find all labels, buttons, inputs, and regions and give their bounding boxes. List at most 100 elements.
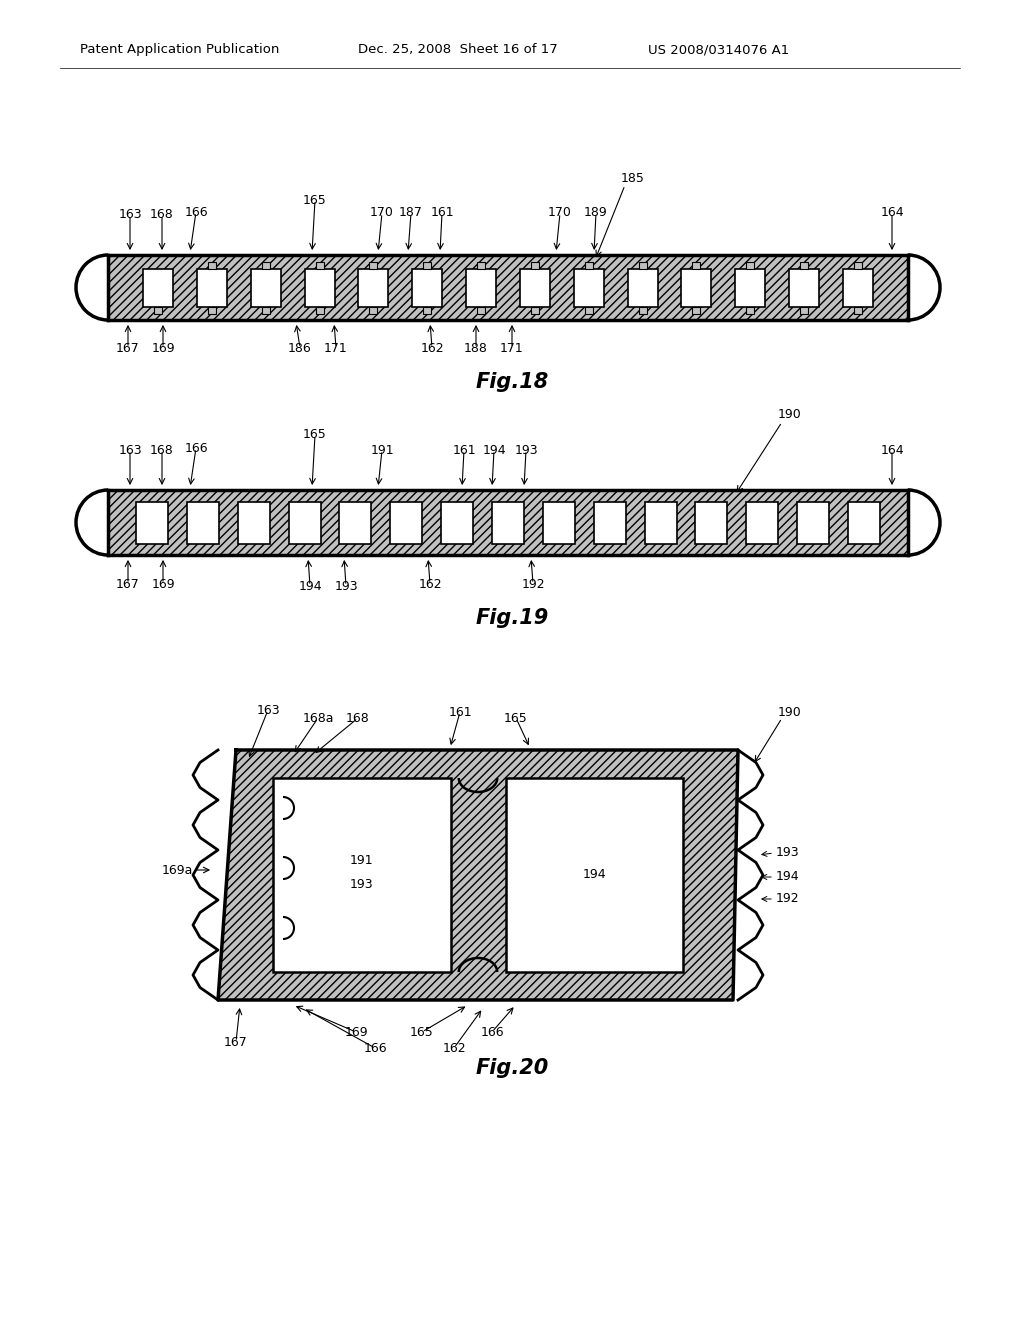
Text: 167: 167: [116, 578, 140, 590]
Text: 167: 167: [224, 1035, 248, 1048]
Text: 170: 170: [370, 206, 394, 219]
Text: 163: 163: [118, 209, 141, 222]
Text: 163: 163: [118, 444, 141, 457]
Text: 194: 194: [298, 579, 322, 593]
Polygon shape: [800, 306, 808, 314]
Text: 167: 167: [116, 342, 140, 355]
Text: 193: 193: [776, 846, 800, 859]
Polygon shape: [262, 261, 269, 268]
Text: 193: 193: [334, 579, 357, 593]
Text: 166: 166: [480, 1026, 504, 1039]
Polygon shape: [238, 502, 269, 544]
Polygon shape: [390, 502, 422, 544]
Polygon shape: [746, 261, 755, 268]
Text: 189: 189: [584, 206, 608, 219]
Text: Fig.18: Fig.18: [475, 372, 549, 392]
Text: 166: 166: [184, 206, 208, 219]
Polygon shape: [843, 268, 873, 306]
Polygon shape: [423, 261, 431, 268]
Text: 165: 165: [303, 194, 327, 206]
Text: 171: 171: [325, 342, 348, 355]
Polygon shape: [251, 268, 281, 306]
Text: 169: 169: [152, 342, 175, 355]
Text: 166: 166: [184, 441, 208, 454]
Text: 194: 194: [776, 870, 800, 883]
Text: 190: 190: [778, 408, 802, 421]
Text: 185: 185: [622, 172, 645, 185]
Polygon shape: [108, 490, 908, 554]
Polygon shape: [695, 502, 727, 544]
Text: 169: 169: [344, 1026, 368, 1039]
Polygon shape: [854, 261, 862, 268]
Polygon shape: [143, 268, 173, 306]
Polygon shape: [573, 268, 604, 306]
Polygon shape: [218, 750, 738, 1001]
Text: Fig.19: Fig.19: [475, 609, 549, 628]
Text: 191: 191: [371, 444, 394, 457]
Polygon shape: [800, 261, 808, 268]
Text: 193: 193: [350, 879, 374, 891]
Polygon shape: [854, 306, 862, 314]
Polygon shape: [466, 268, 496, 306]
Text: 188: 188: [464, 342, 488, 355]
Polygon shape: [262, 306, 269, 314]
Polygon shape: [797, 502, 829, 544]
Text: 192: 192: [521, 578, 545, 590]
Text: 186: 186: [288, 342, 312, 355]
Text: 162: 162: [418, 578, 441, 590]
Text: 190: 190: [778, 705, 802, 718]
Polygon shape: [208, 261, 216, 268]
Text: 168: 168: [151, 444, 174, 457]
Polygon shape: [628, 268, 657, 306]
Text: 168: 168: [346, 711, 370, 725]
Polygon shape: [585, 261, 593, 268]
Text: 162: 162: [442, 1041, 466, 1055]
Text: Patent Application Publication: Patent Application Publication: [80, 44, 280, 57]
Text: 171: 171: [500, 342, 524, 355]
Text: 161: 161: [430, 206, 454, 219]
Polygon shape: [681, 268, 712, 306]
Polygon shape: [197, 268, 227, 306]
Polygon shape: [315, 261, 324, 268]
Polygon shape: [520, 268, 550, 306]
Text: 191: 191: [350, 854, 374, 866]
Polygon shape: [746, 502, 778, 544]
Polygon shape: [746, 306, 755, 314]
Text: 161: 161: [449, 705, 472, 718]
Polygon shape: [339, 502, 372, 544]
Text: 165: 165: [303, 429, 327, 441]
Text: 187: 187: [399, 206, 423, 219]
Polygon shape: [585, 306, 593, 314]
Text: 168: 168: [151, 209, 174, 222]
Polygon shape: [370, 261, 378, 268]
Polygon shape: [543, 502, 574, 544]
Text: 163: 163: [256, 704, 280, 717]
Polygon shape: [304, 268, 335, 306]
Polygon shape: [289, 502, 321, 544]
Polygon shape: [530, 261, 539, 268]
Polygon shape: [848, 502, 880, 544]
Text: 194: 194: [583, 869, 606, 882]
Text: Fig.20: Fig.20: [475, 1059, 549, 1078]
Text: Dec. 25, 2008  Sheet 16 of 17: Dec. 25, 2008 Sheet 16 of 17: [358, 44, 558, 57]
Polygon shape: [692, 306, 700, 314]
Polygon shape: [639, 261, 646, 268]
Text: 165: 165: [504, 711, 528, 725]
Polygon shape: [423, 306, 431, 314]
Polygon shape: [735, 268, 765, 306]
Text: 193: 193: [514, 444, 538, 457]
Polygon shape: [136, 502, 168, 544]
Polygon shape: [370, 306, 378, 314]
Text: 170: 170: [548, 206, 572, 219]
Polygon shape: [315, 306, 324, 314]
Polygon shape: [530, 306, 539, 314]
Polygon shape: [441, 502, 473, 544]
Text: 192: 192: [776, 892, 800, 906]
Polygon shape: [477, 306, 485, 314]
Text: 165: 165: [411, 1026, 434, 1039]
Polygon shape: [413, 268, 442, 306]
Polygon shape: [273, 777, 451, 972]
Text: 162: 162: [420, 342, 443, 355]
Polygon shape: [790, 268, 819, 306]
Polygon shape: [208, 306, 216, 314]
